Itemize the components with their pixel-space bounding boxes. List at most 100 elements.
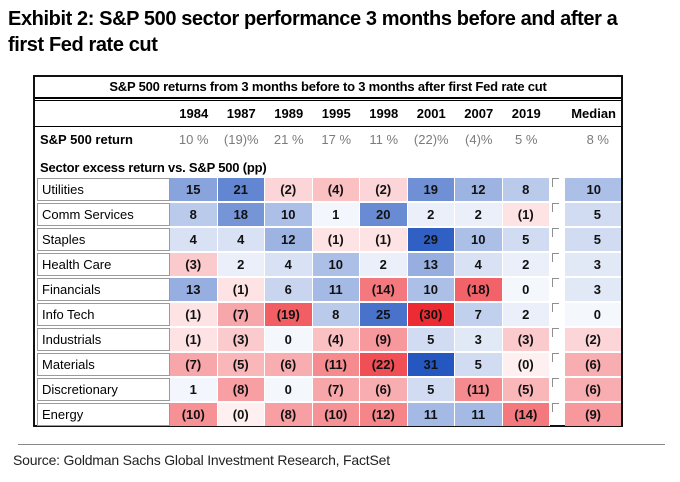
- sp500-return-row: S&P 500 return 10 % (19)% 21 % 17 % 11 % (22)…: [35, 127, 621, 152]
- median-cell: 3: [565, 278, 621, 301]
- gap-tick: [552, 228, 559, 237]
- heat-cell-2001: 10: [407, 278, 455, 301]
- sector-label: Industrials: [37, 328, 170, 351]
- heat-cell-1995: 10: [312, 253, 360, 276]
- heat-cell-1998: 25: [360, 303, 408, 326]
- gap-tick: [552, 303, 559, 312]
- gap-column: [550, 127, 565, 152]
- heat-cell-1987: (0): [217, 403, 265, 426]
- sector-label: Energy: [37, 403, 170, 426]
- heat-cell-1984: (7): [170, 353, 218, 376]
- heat-cell-2019: (1): [502, 203, 550, 226]
- table-row: Staples 4 4 12 (1) (1) 29 10 5 5: [35, 228, 621, 251]
- year-header-2001: 2001: [416, 106, 446, 121]
- heat-cell-1995: 1: [312, 203, 360, 226]
- heat-cell-1984: (1): [170, 303, 218, 326]
- heat-cell-1989: 0: [265, 328, 313, 351]
- exhibit-title-line2: first Fed rate cut: [8, 34, 158, 56]
- gap-tick: [552, 203, 559, 212]
- heat-cell-1984: (1): [170, 328, 218, 351]
- heat-cell-2007: 4: [455, 253, 503, 276]
- heat-cell-1995: (10): [312, 403, 360, 426]
- heat-cell-1989: 0: [265, 378, 313, 401]
- heat-cell-1987: (8): [217, 378, 265, 401]
- median-header: Median: [571, 106, 616, 121]
- heat-cell-2007: 7: [455, 303, 503, 326]
- heat-cell-1998: (6): [360, 378, 408, 401]
- gap-column: [550, 101, 565, 126]
- sp500-median-value: 8 %: [586, 132, 609, 147]
- heat-cell-2007: 12: [455, 178, 503, 201]
- heat-cell-2007: 2: [455, 203, 503, 226]
- heat-cell-1984: (3): [170, 253, 218, 276]
- heat-cell-2007: 11: [455, 403, 503, 426]
- heat-cell-2001: 31: [407, 353, 455, 376]
- sector-label: Info Tech: [37, 303, 170, 326]
- exhibit-title: Exhibit 2: S&P 500 sector performance 3 …: [8, 6, 676, 58]
- heat-cell-1987: (1): [217, 278, 265, 301]
- heat-cell-1989: 12: [265, 228, 313, 251]
- heat-cell-1989: (6): [265, 353, 313, 376]
- sp500-value-2007: (4)%: [465, 132, 493, 147]
- heat-cell-2019: (3): [502, 328, 550, 351]
- median-cell: (9): [565, 403, 621, 426]
- year-header-2019: 2019: [511, 106, 541, 121]
- table-row: Utilities 15 21 (2) (4) (2) 19 12 8 10: [35, 178, 621, 201]
- gap-tick: [552, 278, 559, 287]
- sector-label: Health Care: [37, 253, 170, 276]
- heat-cell-2001: 11: [407, 403, 455, 426]
- year-header-2007: 2007: [464, 106, 494, 121]
- heat-cell-1989: 10: [265, 203, 313, 226]
- heat-cell-2019: 0: [502, 278, 550, 301]
- gap-column: [550, 328, 565, 351]
- year-header-1995: 1995: [321, 106, 351, 121]
- heat-cell-2001: 2: [407, 203, 455, 226]
- median-cell: 10: [565, 178, 621, 201]
- gap-column: [550, 353, 565, 376]
- heat-cell-2019: (14): [502, 403, 550, 426]
- heat-cell-1987: (7): [217, 303, 265, 326]
- heat-cell-2001: (30): [407, 303, 455, 326]
- heat-cell-1987: 4: [217, 228, 265, 251]
- gap-tick: [552, 178, 559, 187]
- sp500-value-1984: 10 %: [178, 132, 209, 147]
- median-cell: (6): [565, 353, 621, 376]
- heat-cell-2001: 5: [407, 328, 455, 351]
- sector-label: Materials: [37, 353, 170, 376]
- median-cell: 0: [565, 303, 621, 326]
- heat-cell-1995: 8: [312, 303, 360, 326]
- heat-cell-1998: (22): [360, 353, 408, 376]
- sector-label: Staples: [37, 228, 170, 251]
- table-row: Discretionary 1 (8) 0 (7) (6) 5 (11) (5) (6): [35, 378, 621, 401]
- heat-cell-1987: 18: [217, 203, 265, 226]
- gap-tick: [552, 378, 559, 387]
- heat-cell-2001: 29: [407, 228, 455, 251]
- heat-cell-1984: 8: [170, 203, 218, 226]
- year-header-1989: 1989: [274, 106, 304, 121]
- heat-cell-1998: (14): [360, 278, 408, 301]
- table-row: Industrials (1) (3) 0 (4) (9) 5 3 (3) (2): [35, 328, 621, 351]
- heat-cell-1995: (1): [312, 228, 360, 251]
- heat-cell-1987: 21: [217, 178, 265, 201]
- gap-column: [550, 203, 565, 226]
- heat-cell-1989: (2): [265, 178, 313, 201]
- heat-cell-2019: 2: [502, 253, 550, 276]
- table-row: Info Tech (1) (7) (19) 8 25 (30) 7 2 0: [35, 303, 621, 326]
- heat-cell-1984: 13: [170, 278, 218, 301]
- heat-cell-2007: 5: [455, 353, 503, 376]
- heat-cell-1987: (3): [217, 328, 265, 351]
- heat-cell-1998: (1): [360, 228, 408, 251]
- heat-cell-2019: 5: [502, 228, 550, 251]
- sp500-cells: 10 % (19)% 21 % 17 % 11 % (22)% (4)% 5 %: [170, 127, 550, 152]
- heat-cell-1989: (19): [265, 303, 313, 326]
- median-cell: 5: [565, 203, 621, 226]
- table-row: Financials 13 (1) 6 11 (14) 10 (18) 0 3: [35, 278, 621, 301]
- sector-grid: Utilities 15 21 (2) (4) (2) 19 12 8 10 Comm Servic…: [35, 178, 621, 426]
- heat-cell-1987: 2: [217, 253, 265, 276]
- sp500-value-1987: (19)%: [223, 132, 259, 147]
- heat-cell-1998: 2: [360, 253, 408, 276]
- heat-cell-1987: (5): [217, 353, 265, 376]
- heat-cell-2007: 10: [455, 228, 503, 251]
- gap-tick: [552, 403, 559, 412]
- heat-cell-1995: (7): [312, 378, 360, 401]
